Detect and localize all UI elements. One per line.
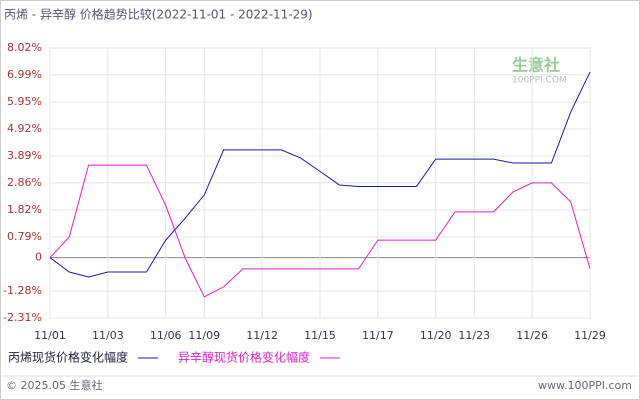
y-tick-label: 0.79% [7, 230, 42, 243]
x-tick-label: 11/23 [458, 329, 490, 342]
y-tick-label: 8.02% [7, 41, 42, 54]
series-line [49, 164, 591, 298]
footer-left: © 2025.05 生意社 [6, 378, 102, 392]
y-tick-label: 2.86% [7, 176, 42, 189]
y-tick-label: 6.99% [7, 68, 42, 81]
y-tick-label: 3.89% [7, 149, 42, 162]
x-tick-label: 11/01 [34, 329, 66, 342]
x-tick-label: 11/12 [246, 329, 278, 342]
x-tick-label: 11/03 [92, 329, 124, 342]
series-line [49, 71, 591, 278]
y-tick-label: -1.28% [3, 284, 42, 297]
x-tick-label: 11/09 [188, 329, 220, 342]
chart-title: 丙烯 - 异辛醇 价格趋势比较(2022-11-01 - 2022-11-29) [4, 7, 313, 22]
x-tick-label: 11/26 [516, 329, 548, 342]
x-tick-label: 11/29 [574, 329, 606, 342]
y-tick-label: 5.95% [7, 95, 42, 108]
y-tick-label: -2.31% [3, 311, 42, 324]
footer-right: www.100PPI.com [538, 379, 632, 392]
y-tick-label: 1.82% [7, 203, 42, 216]
watermark-text: 生意社 [512, 56, 560, 75]
legend-label: 丙烯现货价格变化幅度 [8, 350, 128, 365]
watermark: 生意社 100PPI.COM [512, 56, 567, 86]
x-tick-label: 11/15 [304, 329, 336, 342]
legend-label: 异辛醇现货价格变化幅度 [178, 350, 310, 365]
y-tick-label: 4.92% [7, 122, 42, 135]
x-tick-label: 11/17 [362, 329, 394, 342]
watermark-sub: 100PPI.COM [512, 76, 567, 86]
y-tick-label: 0 [35, 251, 42, 264]
x-tick-label: 11/06 [150, 329, 182, 342]
x-tick-label: 11/20 [420, 329, 452, 342]
